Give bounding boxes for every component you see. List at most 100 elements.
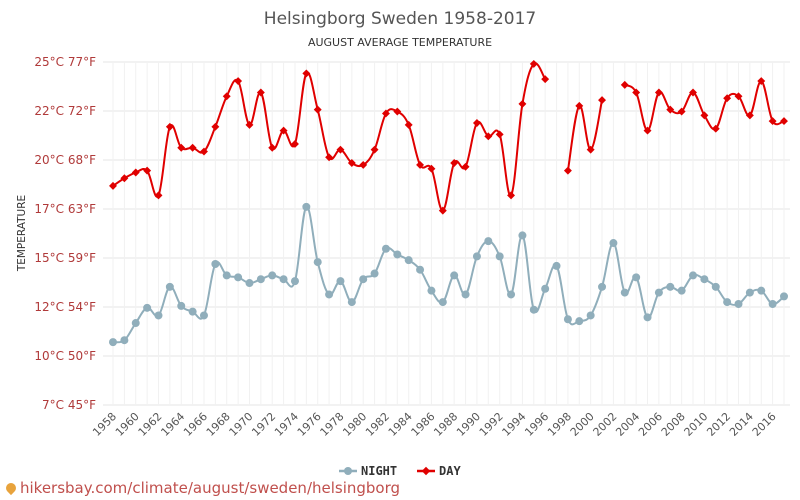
day-point[interactable] (438, 206, 447, 215)
day-point[interactable] (643, 126, 652, 135)
day-point[interactable] (188, 143, 197, 152)
day-point[interactable] (461, 162, 470, 171)
day-point[interactable] (268, 143, 277, 152)
source-url[interactable]: hikersbay.com/climate/august/sweden/hels… (20, 479, 401, 497)
day-point[interactable] (563, 166, 572, 175)
day-point[interactable] (177, 143, 186, 152)
day-point[interactable] (393, 107, 402, 116)
night-point[interactable] (507, 290, 516, 299)
day-point[interactable] (620, 80, 629, 89)
night-point[interactable] (609, 239, 618, 248)
night-point[interactable] (381, 244, 390, 253)
night-point[interactable] (347, 298, 356, 307)
night-point[interactable] (472, 252, 481, 261)
night-point[interactable] (620, 288, 629, 297)
day-point[interactable] (495, 130, 504, 139)
night-point[interactable] (438, 298, 447, 307)
source-link[interactable]: hikersbay.com/climate/august/sweden/hels… (3, 479, 401, 497)
day-point[interactable] (234, 77, 243, 86)
day-point[interactable] (472, 119, 481, 127)
night-point[interactable] (177, 301, 186, 310)
night-point[interactable] (154, 311, 163, 320)
day-point[interactable] (347, 159, 356, 167)
day-point[interactable] (245, 120, 254, 129)
night-point[interactable] (188, 307, 197, 316)
day-point[interactable] (131, 168, 140, 177)
night-point[interactable] (268, 271, 277, 280)
night-point[interactable] (745, 288, 754, 297)
day-point[interactable] (143, 166, 152, 175)
day-point[interactable] (370, 145, 379, 154)
night-point[interactable] (427, 286, 436, 295)
night-point[interactable] (211, 259, 220, 268)
night-point[interactable] (677, 286, 686, 295)
night-point[interactable] (131, 319, 140, 328)
night-point[interactable] (290, 277, 299, 286)
night-point[interactable] (109, 338, 117, 347)
night-point[interactable] (654, 288, 663, 297)
night-point[interactable] (302, 202, 311, 211)
night-point[interactable] (359, 275, 368, 284)
night-point[interactable] (711, 282, 720, 291)
day-point[interactable] (507, 191, 516, 200)
day-point[interactable] (518, 99, 527, 108)
night-point[interactable] (541, 284, 550, 293)
day-point[interactable] (404, 120, 413, 129)
legend-item-night[interactable]: NIGHT (339, 464, 397, 478)
day-point[interactable] (313, 105, 322, 114)
night-point[interactable] (689, 271, 698, 280)
day-point[interactable] (200, 147, 208, 156)
night-point[interactable] (700, 275, 709, 284)
night-point[interactable] (484, 237, 493, 246)
night-point[interactable] (222, 271, 231, 280)
day-point[interactable] (780, 117, 788, 126)
day-point[interactable] (689, 88, 697, 97)
night-point[interactable] (586, 311, 595, 320)
night-point[interactable] (461, 290, 470, 299)
day-point[interactable] (700, 111, 709, 120)
day-point[interactable] (654, 88, 663, 97)
day-point[interactable] (154, 191, 163, 200)
night-point[interactable] (143, 303, 152, 312)
night-point[interactable] (495, 252, 504, 261)
night-point[interactable] (199, 311, 208, 320)
night-point[interactable] (370, 269, 379, 278)
day-point[interactable] (222, 92, 231, 101)
day-point[interactable] (529, 59, 538, 68)
night-point[interactable] (325, 290, 334, 299)
night-point[interactable] (450, 271, 459, 280)
night-point[interactable] (757, 286, 766, 295)
day-point[interactable] (165, 122, 174, 131)
night-point[interactable] (632, 273, 641, 282)
night-point[interactable] (552, 261, 561, 270)
night-point[interactable] (245, 279, 254, 288)
night-point[interactable] (393, 250, 402, 259)
night-point[interactable] (563, 315, 572, 324)
day-point[interactable] (109, 181, 117, 190)
night-point[interactable] (780, 292, 788, 301)
night-point[interactable] (120, 336, 129, 345)
night-point[interactable] (165, 282, 174, 291)
day-point[interactable] (541, 75, 550, 84)
night-point[interactable] (234, 273, 243, 282)
night-point[interactable] (518, 231, 527, 240)
night-point[interactable] (416, 265, 425, 274)
night-point[interactable] (768, 300, 777, 309)
night-point[interactable] (279, 275, 288, 284)
night-point[interactable] (336, 277, 345, 286)
night-point[interactable] (529, 305, 538, 314)
night-point[interactable] (598, 282, 607, 291)
day-point[interactable] (291, 139, 299, 148)
night-point[interactable] (666, 282, 675, 291)
day-point[interactable] (484, 132, 493, 141)
night-point[interactable] (734, 300, 743, 309)
night-point[interactable] (643, 313, 652, 322)
day-point[interactable] (450, 159, 459, 167)
night-point[interactable] (723, 298, 732, 307)
day-point[interactable] (211, 122, 220, 131)
night-point[interactable] (404, 256, 413, 265)
day-point[interactable] (427, 164, 436, 173)
night-point[interactable] (256, 275, 265, 284)
night-point[interactable] (575, 317, 584, 326)
night-point[interactable] (313, 258, 322, 267)
